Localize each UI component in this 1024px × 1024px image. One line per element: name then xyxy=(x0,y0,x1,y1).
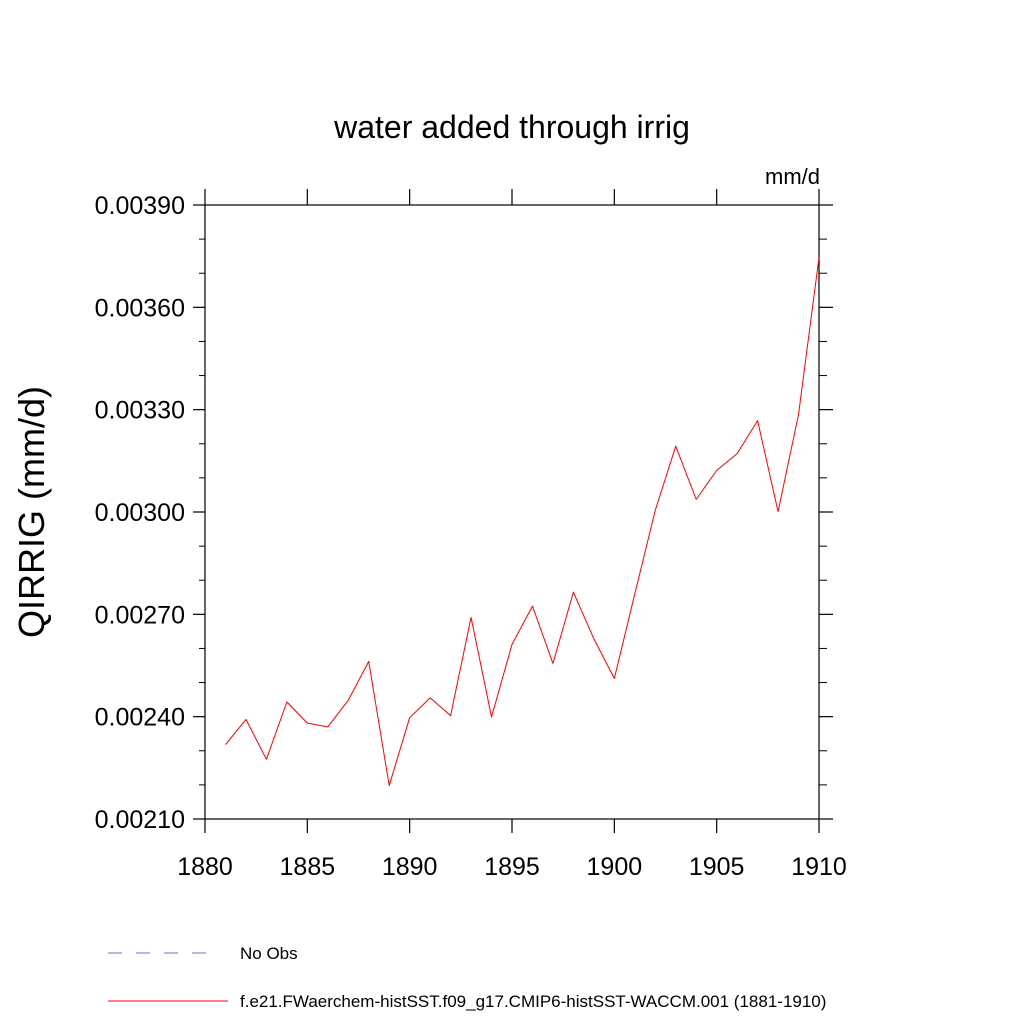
x-tick-label: 1895 xyxy=(484,853,540,881)
plot-frame xyxy=(204,204,820,820)
legend: No Obs f.e21.FWaerchem-histSST.f09_g17.C… xyxy=(108,944,826,1011)
y-tick-label: 0.00210 xyxy=(95,806,185,834)
y-tick-label: 0.00300 xyxy=(95,499,185,527)
series-layer xyxy=(225,257,820,787)
y-axis-ticks: 0.00210 0.00240 0.00270 0.00300 0.00330 0.003… xyxy=(95,192,833,834)
x-tick-label: 1910 xyxy=(791,853,847,881)
legend-label-no-obs: No Obs xyxy=(240,944,298,963)
x-tick-label: 1900 xyxy=(587,853,643,881)
x-tick-label: 1885 xyxy=(280,853,336,881)
y-axis-label: QIRRIG (mm/d) xyxy=(11,386,52,638)
legend-label-model: f.e21.FWaerchem-histSST.f09_g17.CMIP6-hi… xyxy=(240,992,826,1011)
x-axis-ticks: 1880 1885 1890 1895 1900 1905 1910 xyxy=(177,189,847,881)
y-tick-label: 0.00240 xyxy=(95,704,185,732)
x-tick-label: 1880 xyxy=(177,853,233,881)
units-label: mm/d xyxy=(765,164,820,189)
chart-title: water added through irrig xyxy=(333,109,690,145)
series-line-0 xyxy=(225,257,820,787)
y-tick-label: 0.00330 xyxy=(95,397,185,425)
y-tick-label: 0.00360 xyxy=(95,294,185,322)
x-tick-label: 1890 xyxy=(382,853,438,881)
x-tick-label: 1905 xyxy=(689,853,745,881)
y-tick-label: 0.00270 xyxy=(95,601,185,629)
y-tick-label: 0.00390 xyxy=(95,192,185,220)
